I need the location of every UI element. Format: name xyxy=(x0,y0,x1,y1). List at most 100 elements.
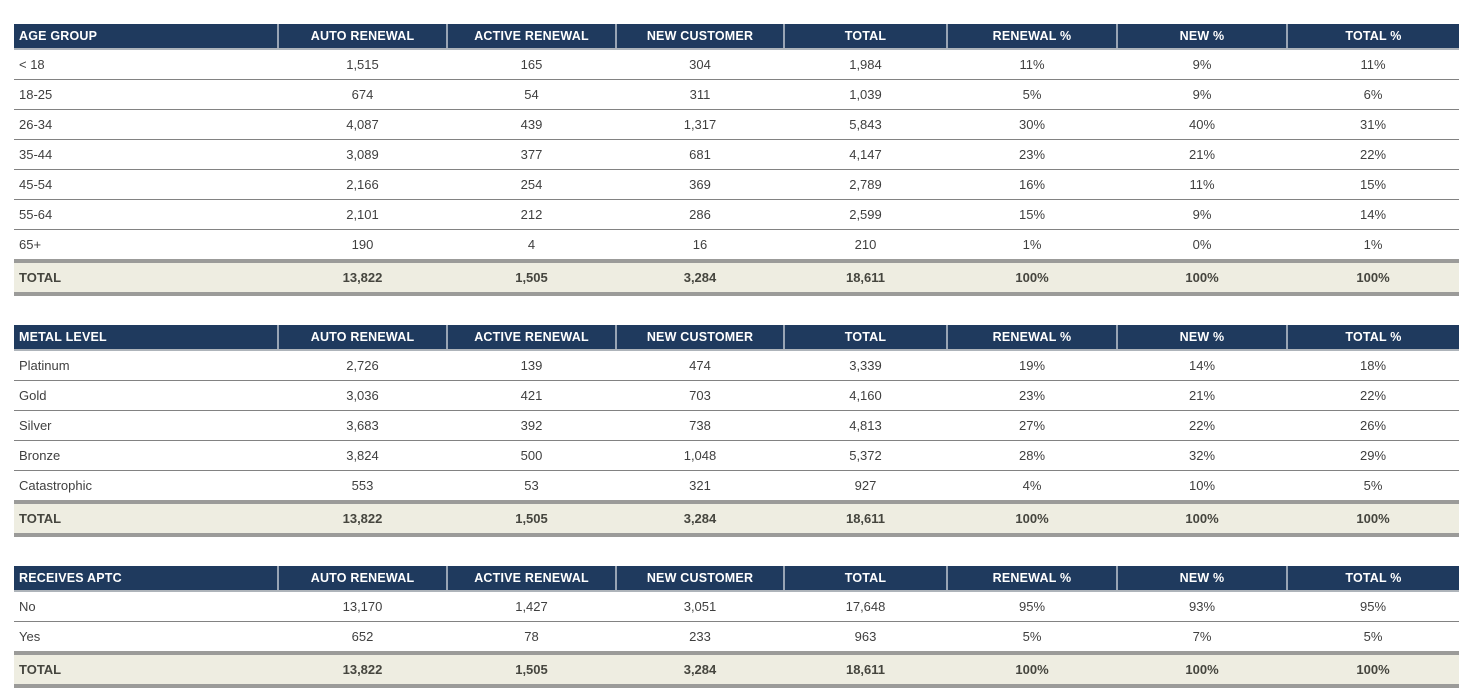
row-label: 35-44 xyxy=(14,139,278,170)
cell-value: 1,984 xyxy=(784,49,947,80)
total-value: 100% xyxy=(1117,259,1287,296)
total-row: TOTAL 13,822 1,505 3,284 18,611 100% 100% 100% xyxy=(14,500,1459,537)
cell-value: 5% xyxy=(1287,621,1459,654)
row-label: 18-25 xyxy=(14,79,278,110)
table-row: 65+ 190 4 16 210 1% 0% 1% xyxy=(14,229,1459,262)
cell-value: 474 xyxy=(616,350,784,381)
cell-value: 139 xyxy=(447,350,616,381)
cell-value: 500 xyxy=(447,440,616,471)
table-row: 18-25 674 54 311 1,039 5% 9% 6% xyxy=(14,79,1459,110)
cell-value: 9% xyxy=(1117,79,1287,110)
cell-value: 2,726 xyxy=(278,350,447,381)
column-header: TOTAL % xyxy=(1286,566,1459,592)
total-label: TOTAL xyxy=(14,651,278,688)
cell-value: 29% xyxy=(1287,440,1459,471)
table-row: Yes 652 78 233 963 5% 7% 5% xyxy=(14,621,1459,654)
cell-value: 21% xyxy=(1117,139,1287,170)
total-value: 18,611 xyxy=(784,651,947,688)
cell-value: 2,599 xyxy=(784,199,947,230)
column-header: NEW CUSTOMER xyxy=(615,566,784,592)
cell-value: 22% xyxy=(1117,410,1287,441)
cell-value: 11% xyxy=(947,49,1117,80)
cell-value: 5% xyxy=(1287,470,1459,503)
cell-value: 4,160 xyxy=(784,380,947,411)
total-value: 100% xyxy=(947,259,1117,296)
cell-value: 3,824 xyxy=(278,440,447,471)
row-label: Yes xyxy=(14,621,278,654)
column-header: NEW CUSTOMER xyxy=(615,325,784,351)
cell-value: 5,372 xyxy=(784,440,947,471)
total-value: 100% xyxy=(1117,500,1287,537)
cell-value: 2,101 xyxy=(278,199,447,230)
column-header: ACTIVE RENEWAL xyxy=(446,325,616,351)
row-label: < 18 xyxy=(14,49,278,80)
cell-value: 16 xyxy=(616,229,784,262)
header-row: RECEIVES APTC AUTO RENEWAL ACTIVE RENEWAL N… xyxy=(14,566,1459,592)
cell-value: 553 xyxy=(278,470,447,503)
cell-value: 23% xyxy=(947,139,1117,170)
table-row: Gold 3,036 421 703 4,160 23% 21% 22% xyxy=(14,380,1459,411)
total-row: TOTAL 13,822 1,505 3,284 18,611 100% 100% 100% xyxy=(14,259,1459,296)
table-row: Platinum 2,726 139 474 3,339 19% 14% 18% xyxy=(14,350,1459,381)
table-row: 45-54 2,166 254 369 2,789 16% 11% 15% xyxy=(14,169,1459,200)
cell-value: 95% xyxy=(1287,591,1459,622)
table-row: No 13,170 1,427 3,051 17,648 95% 93% 95% xyxy=(14,591,1459,622)
column-header: TOTAL xyxy=(783,566,947,592)
row-category-header-age-group: AGE GROUP xyxy=(14,24,278,50)
row-label: 65+ xyxy=(14,229,278,262)
data-table-age-group: AGE GROUP AUTO RENEWAL ACTIVE RENEWAL NEW C… xyxy=(14,24,1459,296)
column-header: NEW % xyxy=(1116,325,1287,351)
cell-value: 190 xyxy=(278,229,447,262)
column-header: AUTO RENEWAL xyxy=(277,24,447,50)
row-label: Gold xyxy=(14,380,278,411)
column-header: RENEWAL % xyxy=(946,566,1117,592)
cell-value: 16% xyxy=(947,169,1117,200)
cell-value: 78 xyxy=(447,621,616,654)
total-value: 1,505 xyxy=(447,259,616,296)
header-row: METAL LEVEL AUTO RENEWAL ACTIVE RENEWAL NEW… xyxy=(14,325,1459,351)
cell-value: 1,048 xyxy=(616,440,784,471)
total-value: 100% xyxy=(947,651,1117,688)
cell-value: 5,843 xyxy=(784,109,947,140)
cell-value: 27% xyxy=(947,410,1117,441)
column-header: TOTAL % xyxy=(1286,24,1459,50)
cell-value: 22% xyxy=(1287,380,1459,411)
total-value: 100% xyxy=(1287,259,1459,296)
column-header: NEW % xyxy=(1116,566,1287,592)
total-value: 13,822 xyxy=(278,651,447,688)
row-label: 26-34 xyxy=(14,109,278,140)
cell-value: 439 xyxy=(447,109,616,140)
cell-value: 392 xyxy=(447,410,616,441)
column-header: AUTO RENEWAL xyxy=(277,325,447,351)
cell-value: 1% xyxy=(1287,229,1459,262)
cell-value: 30% xyxy=(947,109,1117,140)
cell-value: 14% xyxy=(1117,350,1287,381)
column-header: ACTIVE RENEWAL xyxy=(446,566,616,592)
total-value: 100% xyxy=(947,500,1117,537)
cell-value: 304 xyxy=(616,49,784,80)
cell-value: 10% xyxy=(1117,470,1287,503)
cell-value: 738 xyxy=(616,410,784,441)
cell-value: 9% xyxy=(1117,49,1287,80)
total-value: 13,822 xyxy=(278,259,447,296)
row-category-header-metal-level: METAL LEVEL xyxy=(14,325,278,351)
column-header: ACTIVE RENEWAL xyxy=(446,24,616,50)
cell-value: 963 xyxy=(784,621,947,654)
cell-value: 0% xyxy=(1117,229,1287,262)
cell-value: 1,317 xyxy=(616,109,784,140)
cell-value: 254 xyxy=(447,169,616,200)
cell-value: 11% xyxy=(1287,49,1459,80)
cell-value: 2,166 xyxy=(278,169,447,200)
cell-value: 286 xyxy=(616,199,784,230)
cell-value: 3,036 xyxy=(278,380,447,411)
cell-value: 233 xyxy=(616,621,784,654)
column-header: RENEWAL % xyxy=(946,325,1117,351)
table-row: Silver 3,683 392 738 4,813 27% 22% 26% xyxy=(14,410,1459,441)
cell-value: 3,339 xyxy=(784,350,947,381)
column-header: TOTAL % xyxy=(1286,325,1459,351)
header-row: AGE GROUP AUTO RENEWAL ACTIVE RENEWAL NEW C… xyxy=(14,24,1459,50)
cell-value: 28% xyxy=(947,440,1117,471)
table-row: 55-64 2,101 212 286 2,599 15% 9% 14% xyxy=(14,199,1459,230)
cell-value: 7% xyxy=(1117,621,1287,654)
cell-value: 40% xyxy=(1117,109,1287,140)
